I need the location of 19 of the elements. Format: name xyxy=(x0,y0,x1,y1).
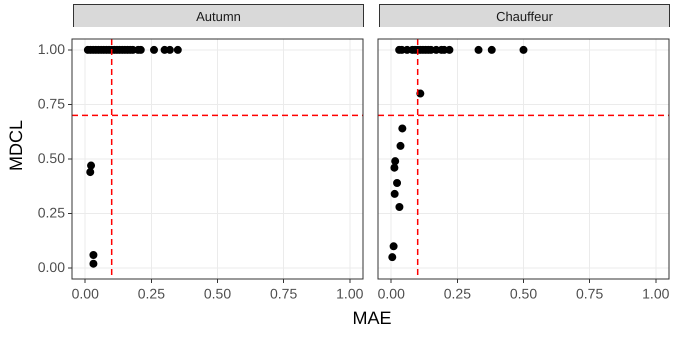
chart-title: Autumn xyxy=(73,4,364,27)
x-tick-label: 0.50 xyxy=(204,285,232,302)
x-tick-label: 0.25 xyxy=(444,285,472,302)
x-axis-title: MAE xyxy=(351,308,392,329)
y-tick-label: 1.00 xyxy=(38,40,66,57)
y-tick-label: 0.75 xyxy=(38,95,66,112)
y-tick-label: 0.00 xyxy=(38,258,66,275)
x-tick-label: 0.25 xyxy=(138,285,166,302)
y-tick-label: 0.25 xyxy=(38,204,66,220)
x-tick-label: 0.00 xyxy=(378,285,406,302)
x-tick-label: 0.00 xyxy=(72,285,100,302)
x-tick-label: 0.50 xyxy=(510,285,538,302)
x-tick-label: 0.75 xyxy=(576,285,604,302)
y-tick-label: 0.50 xyxy=(38,150,66,166)
chart-title: Chauffeur xyxy=(379,4,670,27)
x-tick-label: 1.00 xyxy=(642,285,670,302)
x-tick-label: 0.75 xyxy=(270,285,298,302)
y-axis-title: MDCL xyxy=(6,119,26,171)
x-tick-label: 1.00 xyxy=(336,285,364,302)
